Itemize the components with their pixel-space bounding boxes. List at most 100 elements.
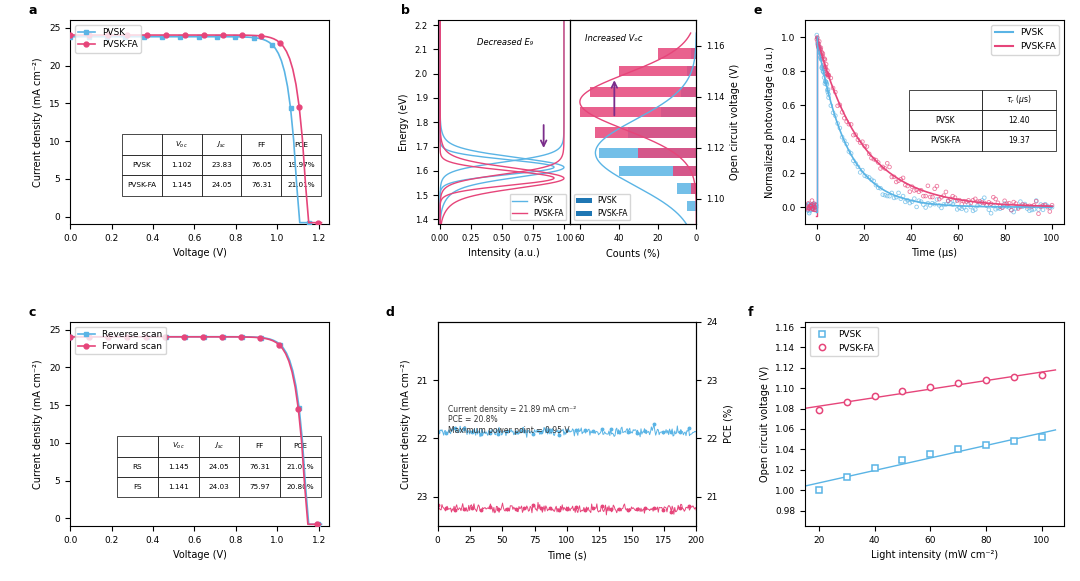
Point — [815, 69, 833, 78]
X-axis label: Light intensity (mW cm⁻²): Light intensity (mW cm⁻²) — [870, 550, 998, 560]
Point — [975, 198, 993, 207]
Point — [800, 200, 818, 209]
Point — [819, 85, 836, 95]
Point — [894, 173, 912, 182]
Point — [814, 67, 832, 76]
Point — [874, 190, 891, 199]
Point — [950, 203, 968, 213]
Point — [923, 192, 941, 202]
Point — [820, 70, 837, 80]
Y-axis label: Open circuit voltage (V): Open circuit voltage (V) — [730, 64, 740, 180]
Point — [819, 69, 836, 78]
Point — [1018, 204, 1036, 213]
Point — [802, 201, 820, 210]
PVSK — [294, 219, 307, 226]
X-axis label: Time (s): Time (s) — [548, 550, 586, 560]
Point — [811, 48, 828, 57]
Point — [799, 202, 816, 211]
Point — [820, 93, 837, 102]
Point — [838, 139, 855, 149]
Point — [942, 198, 959, 207]
Point — [919, 181, 936, 191]
Reverse scan — [226, 333, 239, 340]
Point — [1023, 205, 1040, 214]
Point — [816, 55, 834, 64]
Point — [820, 89, 837, 99]
Point — [964, 196, 982, 205]
Point — [921, 192, 939, 202]
Point — [971, 197, 988, 206]
Point — [832, 101, 849, 110]
Point — [847, 159, 864, 168]
Forward scan — [216, 333, 229, 340]
Point — [854, 137, 872, 146]
Point — [818, 60, 835, 69]
Point — [804, 196, 821, 205]
Point — [981, 205, 998, 214]
Bar — [590, 87, 697, 97]
Point — [1012, 202, 1029, 211]
Point — [956, 203, 973, 212]
PVSK — [868, 464, 881, 471]
Reverse scan — [235, 333, 248, 340]
Point — [826, 88, 843, 97]
Point — [820, 72, 837, 81]
Point — [840, 147, 858, 156]
Point — [933, 193, 950, 202]
Y-axis label: PCE (%): PCE (%) — [723, 404, 733, 443]
Reverse scan — [286, 367, 299, 374]
Point — [809, 33, 826, 42]
Point — [802, 203, 820, 212]
Point — [935, 191, 953, 200]
Point — [983, 209, 1000, 218]
Line: Reverse scan: Reverse scan — [68, 334, 324, 527]
Legend: PVSK, PVSK-FA: PVSK, PVSK-FA — [810, 327, 878, 356]
Point — [842, 120, 860, 129]
Point — [1002, 206, 1020, 215]
Point — [810, 42, 827, 52]
Point — [801, 201, 819, 210]
Point — [822, 101, 839, 110]
Point — [981, 198, 998, 207]
Point — [819, 87, 836, 96]
Point — [960, 200, 977, 209]
Point — [901, 199, 918, 208]
Point — [929, 195, 946, 204]
Point — [813, 48, 831, 57]
Point — [983, 199, 1000, 209]
Point — [1025, 200, 1042, 210]
PVSK — [207, 33, 220, 40]
Y-axis label: Energy (eV): Energy (eV) — [400, 94, 409, 151]
Point — [811, 37, 828, 46]
Point — [926, 184, 943, 193]
Point — [1002, 206, 1020, 215]
Point — [812, 52, 829, 62]
Point — [842, 149, 860, 158]
PVSK-FA — [302, 219, 315, 226]
Point — [954, 200, 971, 209]
Point — [804, 200, 821, 209]
PVSK — [923, 451, 936, 458]
Point — [807, 205, 824, 214]
Point — [806, 202, 823, 211]
Point — [811, 48, 828, 58]
Point — [940, 196, 957, 205]
Point — [991, 204, 1009, 213]
PVSK — [220, 33, 233, 40]
Forward scan — [226, 333, 239, 340]
PVSK — [1008, 437, 1021, 444]
Point — [813, 62, 831, 71]
Point — [815, 60, 833, 70]
Point — [991, 202, 1009, 211]
Point — [1035, 205, 1052, 214]
Point — [865, 155, 882, 164]
Text: Increased Vₒᴄ: Increased Vₒᴄ — [585, 34, 643, 43]
Bar — [599, 148, 697, 158]
Point — [985, 201, 1002, 210]
Point — [906, 186, 923, 195]
Point — [1016, 199, 1034, 209]
Point — [948, 205, 966, 214]
Point — [1027, 196, 1044, 206]
Bar — [619, 166, 697, 175]
Point — [800, 204, 818, 213]
